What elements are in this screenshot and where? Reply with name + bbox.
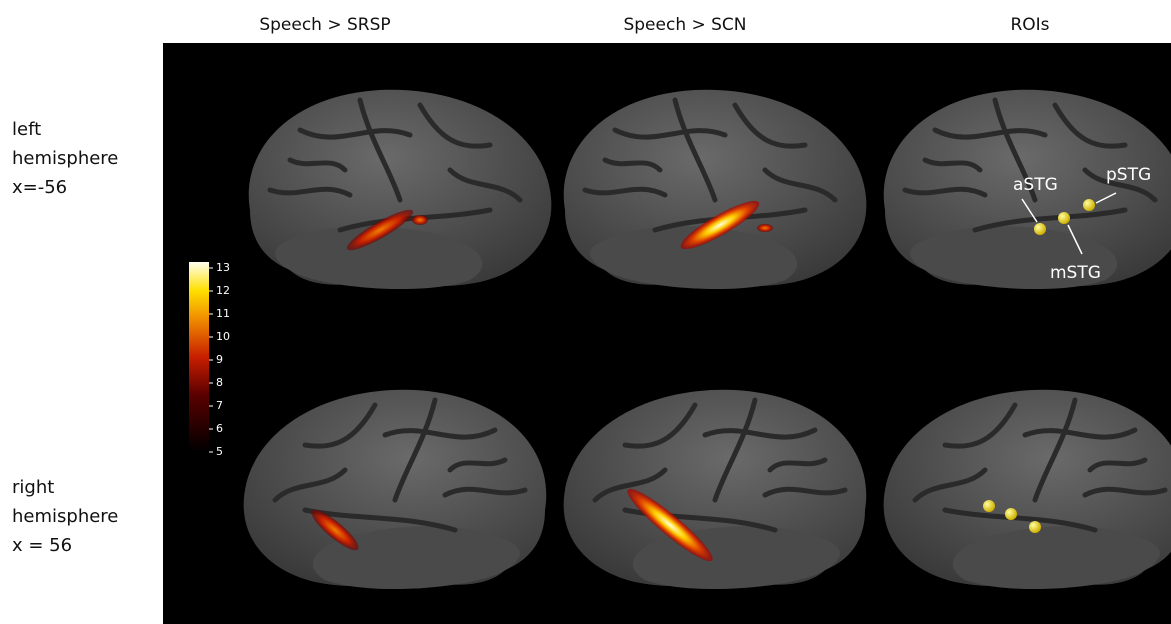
row-label: x=-56 [12, 177, 67, 198]
column-header: Speech > SCN [623, 15, 746, 35]
roi-label: pSTG [1106, 165, 1151, 185]
colorbar [189, 262, 209, 452]
colorbar-tick-label: 7 [216, 399, 223, 412]
roi-sphere [1029, 521, 1041, 533]
colorbar-tick-label: 12 [216, 284, 230, 297]
roi-sphere [1083, 199, 1095, 211]
activation [757, 224, 773, 232]
roi-sphere [983, 500, 995, 512]
figure: Speech > SRSP Speech > SCN ROIs left hemisph… [0, 0, 1171, 624]
colorbar-tick-label: 6 [216, 422, 223, 435]
row-label: left [12, 119, 41, 140]
colorbar-tick-label: 9 [216, 353, 223, 366]
row-label: x = 56 [12, 535, 72, 556]
column-header: ROIs [1010, 15, 1049, 35]
roi-label: aSTG [1013, 175, 1058, 195]
row-label: right [12, 477, 54, 498]
colorbar-tick-label: 13 [216, 261, 230, 274]
colorbar-tick-label: 10 [216, 330, 230, 343]
roi-label: mSTG [1050, 263, 1101, 283]
roi-sphere [1058, 212, 1070, 224]
colorbar-tick-label: 11 [216, 307, 230, 320]
row-label: hemisphere [12, 148, 118, 169]
row-label: hemisphere [12, 506, 118, 527]
roi-sphere [1034, 223, 1046, 235]
colorbar-tick-label: 8 [216, 376, 223, 389]
colorbar-tick-label: 5 [216, 445, 223, 458]
roi-sphere [1005, 508, 1017, 520]
activation [412, 215, 428, 225]
column-header: Speech > SRSP [259, 15, 390, 35]
